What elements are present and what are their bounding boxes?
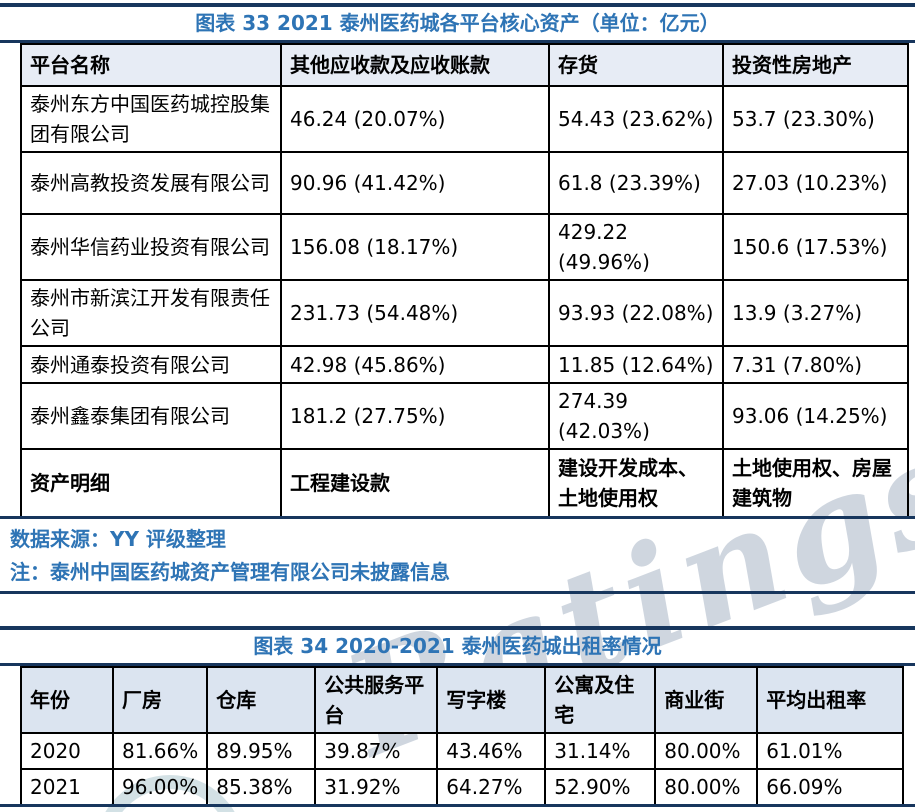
table-row: 泰州鑫泰集团有限公司 181.2 (27.75%) 274.39 (42.03%… <box>20 382 909 450</box>
rate-cell: 80.00% <box>654 732 759 770</box>
year-cell: 2020 <box>20 732 114 770</box>
rate-cell: 81.66% <box>111 732 209 770</box>
column-header: 写字楼 <box>436 666 547 734</box>
table-row: 泰州高教投资发展有限公司 90.96 (41.42%) 61.8 (23.39%… <box>20 151 909 215</box>
detail-value-cell: 建设开发成本、土地使用权 <box>548 448 724 518</box>
column-header: 厂房 <box>111 666 209 734</box>
year-cell: 2021 <box>20 768 114 806</box>
value-cell: 93.06 (14.25%) <box>722 382 909 450</box>
value-cell: 7.31 (7.80%) <box>722 345 909 384</box>
figure33-footnote: 注：泰州中国医药城资产管理有限公司未披露信息 <box>10 560 450 584</box>
figure33-title: 图表 33 2021 泰州医药城各平台核心资产（单位：亿元） <box>195 11 720 35</box>
rate-cell: 31.92% <box>314 768 439 806</box>
column-header: 平台名称 <box>20 43 282 87</box>
figure33-source-note: 数据来源：YY 评级整理 <box>10 527 226 551</box>
table-row: 泰州市新滨江开发有限责任公司 231.73 (54.48%) 93.93 (22… <box>20 279 909 347</box>
rate-cell: 85.38% <box>206 768 317 806</box>
figure34-bottom-rule <box>0 804 915 807</box>
company-name-cell: 泰州高教投资发展有限公司 <box>20 151 282 215</box>
figure33-bottom-rule <box>0 516 915 519</box>
detail-label-cell: 资产明细 <box>20 448 282 518</box>
column-header: 存货 <box>548 43 724 87</box>
figure33-table: 平台名称 其他应收款及应收账款 存货 投资性房地产 泰州东方中国医药城控股集团有… <box>20 43 909 518</box>
value-cell: 231.73 (54.48%) <box>280 279 550 347</box>
value-cell: 54.43 (23.62%) <box>548 85 724 153</box>
value-cell: 46.24 (20.07%) <box>280 85 550 153</box>
table-row: 2020 81.66% 89.95% 39.87% 43.46% 31.14% … <box>20 732 905 770</box>
value-cell: 61.8 (23.39%) <box>548 151 724 215</box>
column-header: 公寓及住宅 <box>544 666 657 734</box>
value-cell: 181.2 (27.75%) <box>280 382 550 450</box>
detail-value-cell: 工程建设款 <box>280 448 550 518</box>
figure33-end-rule <box>0 591 915 594</box>
rate-cell: 43.46% <box>436 732 547 770</box>
column-header: 商业街 <box>654 666 759 734</box>
company-name-cell: 泰州通泰投资有限公司 <box>20 345 282 384</box>
company-name-cell: 泰州鑫泰集团有限公司 <box>20 382 282 450</box>
table-row: 泰州华信药业投资有限公司 156.08 (18.17%) 429.22 (49.… <box>20 213 909 281</box>
column-header: 年份 <box>20 666 114 734</box>
company-name-cell: 泰州华信药业投资有限公司 <box>20 213 282 281</box>
table-row: 泰州通泰投资有限公司 42.98 (45.86%) 11.85 (12.64%)… <box>20 345 909 384</box>
figure33-title-rule <box>0 40 915 43</box>
figure34-title-rule <box>0 663 915 666</box>
value-cell: 53.7 (23.30%) <box>722 85 909 153</box>
column-header: 投资性房地产 <box>722 43 909 87</box>
value-cell: 90.96 (41.42%) <box>280 151 550 215</box>
column-header: 公共服务平台 <box>314 666 439 734</box>
asset-detail-row: 资产明细 工程建设款 建设开发成本、土地使用权 土地使用权、房屋建筑物 <box>20 448 909 518</box>
detail-value-cell: 土地使用权、房屋建筑物 <box>722 448 909 518</box>
value-cell: 11.85 (12.64%) <box>548 345 724 384</box>
rate-cell: 96.00% <box>111 768 209 806</box>
figure34-top-rule <box>0 626 915 630</box>
rate-cell: 39.87% <box>314 732 439 770</box>
rate-cell: 89.95% <box>206 732 317 770</box>
figure33-top-rule <box>0 3 915 7</box>
rate-cell: 31.14% <box>544 732 657 770</box>
column-header: 其他应收款及应收账款 <box>280 43 550 87</box>
value-cell: 274.39 (42.03%) <box>548 382 724 450</box>
value-cell: 156.08 (18.17%) <box>280 213 550 281</box>
value-cell: 13.9 (3.27%) <box>722 279 909 347</box>
figure34-table: 年份 厂房 仓库 公共服务平台 写字楼 公寓及住宅 商业街 平均出租率 2020… <box>20 666 905 806</box>
company-name-cell: 泰州市新滨江开发有限责任公司 <box>20 279 282 347</box>
rate-cell: 66.09% <box>756 768 905 806</box>
value-cell: 429.22 (49.96%) <box>548 213 724 281</box>
column-header: 仓库 <box>206 666 317 734</box>
rate-cell: 61.01% <box>756 732 905 770</box>
value-cell: 27.03 (10.23%) <box>722 151 909 215</box>
table-row: 2021 96.00% 85.38% 31.92% 64.27% 52.90% … <box>20 768 905 806</box>
figure34-title: 图表 34 2020-2021 泰州医药城出租率情况 <box>253 634 662 658</box>
rate-cell: 80.00% <box>654 768 759 806</box>
rate-cell: 52.90% <box>544 768 657 806</box>
table-row: 泰州东方中国医药城控股集团有限公司 46.24 (20.07%) 54.43 (… <box>20 85 909 153</box>
value-cell: 150.6 (17.53%) <box>722 213 909 281</box>
table-header-row: 平台名称 其他应收款及应收账款 存货 投资性房地产 <box>20 43 909 87</box>
column-header: 平均出租率 <box>756 666 905 734</box>
company-name-cell: 泰州东方中国医药城控股集团有限公司 <box>20 85 282 153</box>
rate-cell: 64.27% <box>436 768 547 806</box>
value-cell: 42.98 (45.86%) <box>280 345 550 384</box>
value-cell: 93.93 (22.08%) <box>548 279 724 347</box>
table-header-row: 年份 厂房 仓库 公共服务平台 写字楼 公寓及住宅 商业街 平均出租率 <box>20 666 905 734</box>
